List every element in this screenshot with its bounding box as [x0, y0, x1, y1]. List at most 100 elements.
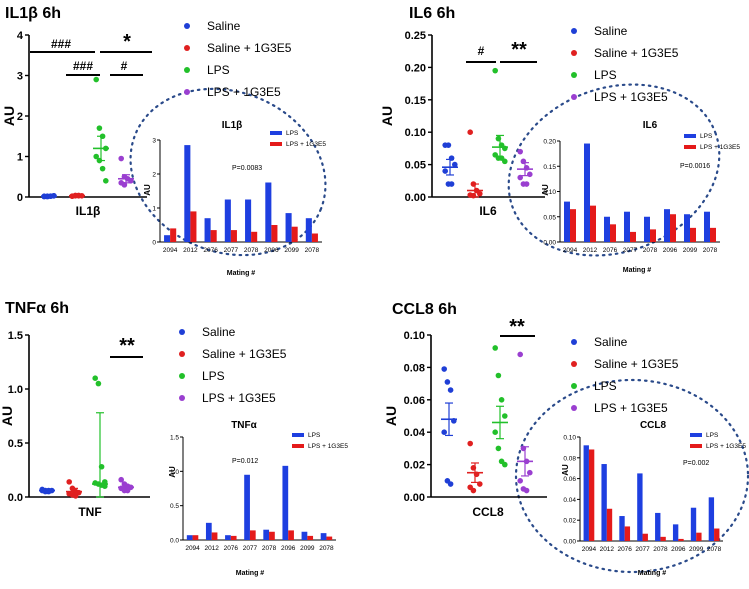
inset-x-tick-label: 2094 [185, 545, 200, 552]
inset-x-tick-label: 2099 [300, 545, 315, 552]
inset-bar [696, 532, 702, 541]
data-point [467, 129, 474, 135]
legend-label: LPS + 1G3E5 [594, 90, 668, 104]
legend-marker [571, 50, 577, 56]
inset-title: IL1β [222, 120, 243, 131]
inset-legend-label: LPS + 1G3E5 [706, 443, 746, 450]
inset-bar [584, 143, 590, 242]
legend-marker [179, 329, 185, 335]
inset-x-tick-label: 2094 [582, 546, 597, 553]
inset-bar [604, 216, 610, 242]
data-point [527, 171, 533, 178]
inset-x-tick-label: 2078 [244, 247, 259, 254]
inset-bar [326, 536, 333, 540]
inset-y-tick-label: 0.02 [563, 518, 576, 525]
x-axis-label: CCL8 [472, 505, 504, 519]
data-point [95, 380, 102, 387]
inset-x-tick-label: 2094 [563, 247, 578, 254]
inset-bar [601, 464, 607, 541]
legend-marker [571, 28, 577, 34]
y-tick-label: 0.5 [8, 438, 23, 450]
legend-marker [571, 361, 577, 367]
inset-bar [690, 227, 696, 242]
inset-x-tick-label: 2096 [663, 247, 678, 254]
legend-marker [179, 351, 185, 357]
inset-legend-label: LPS [706, 432, 719, 439]
highlight-ellipse [129, 87, 327, 257]
inset-bar [320, 533, 327, 540]
inset-bar [244, 474, 250, 540]
legend-label: LPS [202, 369, 225, 383]
inset-legend-label: LPS + 1G3E5 [286, 141, 326, 148]
data-point [492, 67, 499, 74]
inset-bar [301, 531, 308, 540]
inset-bar [606, 508, 613, 541]
inset-bar [619, 516, 625, 541]
inset-bar [190, 211, 197, 242]
inset-x-tick-label: 2076 [617, 546, 632, 553]
inset-bar [708, 497, 715, 541]
inset-x-tick-label: 2076 [224, 545, 239, 552]
inset-pvalue: P=0.002 [683, 460, 709, 467]
inset-bar [590, 205, 596, 242]
inset-y-tick-label: 1.5 [170, 435, 179, 442]
inset-x-tick-label: 2096 [671, 546, 686, 553]
inset-bar [644, 216, 650, 242]
inset-bar [164, 235, 171, 242]
legend-label: Saline + 1G3E5 [202, 347, 287, 361]
inset-bar [690, 507, 697, 541]
inset-bar [282, 465, 289, 540]
y-tick-label: 0.10 [405, 127, 426, 139]
inset-pvalue: P=0.0083 [232, 165, 262, 172]
inset-bar [678, 538, 684, 541]
inset-x-tick-label: 2078 [703, 247, 718, 254]
legend-label: Saline [594, 335, 628, 349]
legend-label: Saline [594, 24, 628, 38]
y-tick-label: 0.0 [8, 492, 23, 504]
inset-bar [637, 473, 643, 541]
inset-legend-label: LPS [308, 432, 321, 439]
inset-x-tick-label: 2094 [163, 247, 178, 254]
inset-y-tick-label: 0 [152, 240, 156, 247]
inset-x-tick-label: 2012 [600, 546, 615, 553]
significance-label: ** [119, 335, 135, 357]
inset-bar [684, 214, 690, 242]
data-point [118, 476, 124, 483]
inset-bar [291, 226, 298, 242]
inset-bar [210, 230, 217, 242]
inset-bar [305, 218, 312, 242]
data-point [452, 161, 458, 168]
y-tick-label: 0.06 [404, 395, 425, 407]
inset-x-label: Mating # [236, 570, 264, 577]
data-point [498, 397, 505, 403]
y-tick-label: 0.00 [405, 192, 426, 204]
inset-bar [650, 229, 656, 242]
inset-y-tick-label: 2 [152, 172, 156, 179]
data-point [444, 379, 451, 385]
inset-legend-swatch [690, 444, 702, 448]
inset-bar [642, 533, 648, 541]
y-tick-label: 0 [17, 192, 23, 204]
inset-x-tick-label: 2077 [243, 545, 258, 552]
y-axis-label: AU [1, 106, 17, 126]
inset-x-tick-label: 2078 [319, 545, 334, 552]
significance-label: ### [51, 37, 71, 51]
inset-x-tick-label: 2012 [183, 247, 198, 254]
inset-x-label: Mating # [227, 270, 255, 277]
y-tick-label: 0.08 [404, 362, 425, 374]
inset-bar [225, 535, 231, 540]
inset-y-tick-label: 0.04 [563, 497, 576, 504]
data-point [103, 178, 109, 184]
inset-bar [288, 530, 294, 540]
y-tick-label: 3 [17, 71, 23, 83]
inset-legend-label: LPS [700, 133, 713, 140]
inset-y-tick-label: 1 [152, 206, 156, 213]
inset-bar [271, 225, 278, 242]
inset-chart: IL6 AU 0.00 0.05 0.10 0.15 0.20 2094 2012 2076 207… [541, 120, 740, 274]
data-point [441, 429, 448, 436]
chart-panel-1: IL6 6h AU 0.00 0.05 0.10 0.15 0.20 0.25 IL6 # ** Sa… [379, 5, 740, 274]
y-tick-label: 0.05 [405, 160, 426, 172]
data-point [99, 165, 106, 172]
inset-bar [672, 524, 679, 541]
data-point [121, 182, 128, 188]
